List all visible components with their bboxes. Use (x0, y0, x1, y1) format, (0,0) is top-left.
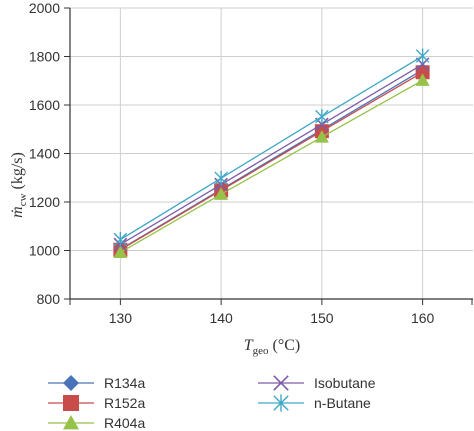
x-tick-label: 130 (109, 310, 133, 326)
legend-item: R134a (48, 375, 145, 391)
data-point (113, 245, 128, 259)
data-point (415, 73, 430, 86)
x-tick-label: 140 (209, 310, 233, 326)
legend-item: Isobutane (258, 375, 376, 391)
legend-label: R404a (104, 415, 145, 431)
legend: R134a R152a R404a Isobutane n-Butane (48, 375, 376, 431)
series-line (120, 55, 423, 241)
legend-item: R404a (48, 415, 145, 431)
y-tick-label: 800 (37, 291, 61, 307)
y-tick-label: 1000 (29, 243, 60, 259)
series-group (113, 48, 430, 259)
legend-marker (63, 415, 79, 430)
legend-marker (273, 394, 289, 412)
data-point (314, 130, 329, 143)
legend-label: Isobutane (314, 375, 376, 391)
data-point (113, 232, 128, 248)
series-n-butane (113, 48, 430, 248)
series-line (120, 79, 423, 254)
series-line (120, 63, 423, 245)
axes (64, 7, 473, 305)
legend-label: n-Butane (314, 395, 371, 411)
series-r404a (113, 73, 430, 259)
data-point (214, 187, 229, 200)
data-point (214, 170, 228, 186)
y-tick-label: 1800 (29, 49, 60, 65)
y-tick-label: 1600 (29, 97, 60, 113)
legend-label: R134a (104, 375, 145, 391)
y-axis-title: ṁcw (kg/s) (9, 152, 29, 218)
grid-lines (70, 7, 473, 300)
data-point (415, 48, 430, 64)
tick-labels: 800 1000 1200 1400 1600 1800 2000 130 140 150 160 (29, 0, 435, 326)
legend-item: R152a (48, 395, 145, 411)
x-tick-label: 150 (310, 310, 334, 326)
y-tick-label: 1200 (29, 194, 60, 210)
x-tick-label: 160 (411, 310, 435, 326)
legend-marker (63, 395, 79, 411)
legend-item: n-Butane (258, 394, 371, 412)
data-point (315, 109, 329, 125)
series-isobutane (113, 57, 430, 252)
legend-label: R152a (104, 395, 145, 411)
series-line (120, 71, 423, 251)
y-tick-label: 1400 (29, 146, 60, 162)
legend-marker (273, 375, 289, 391)
series-r134a (113, 62, 430, 257)
legend-marker (63, 375, 79, 391)
y-tick-label: 2000 (29, 0, 60, 16)
x-axis-title: Tgeo (°C) (244, 337, 301, 357)
